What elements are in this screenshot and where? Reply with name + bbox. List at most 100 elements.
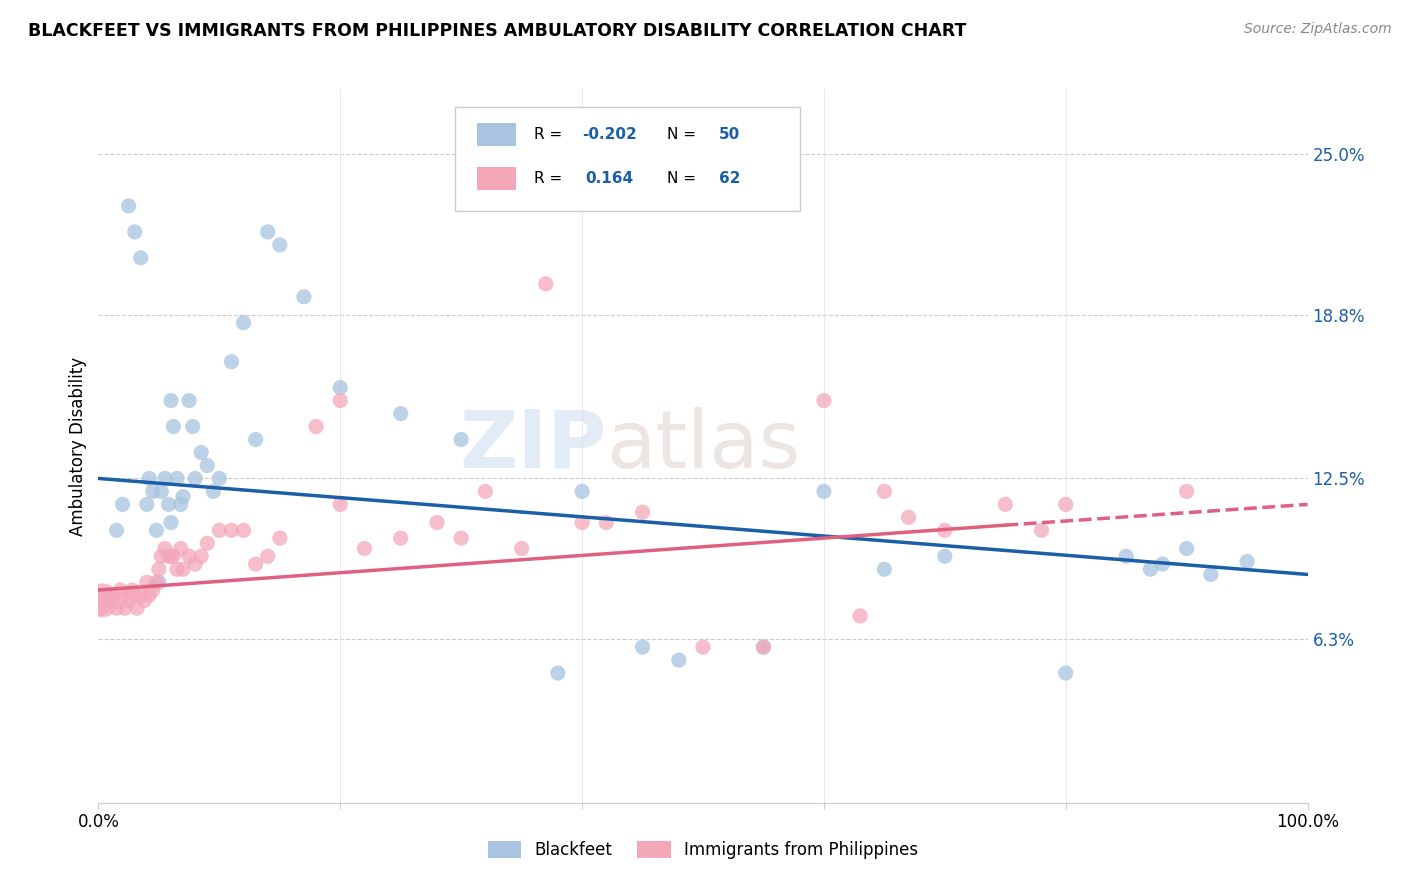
Point [329,393,352,408]
Point [135,497,157,511]
Point [138,588,160,602]
Point [571,484,593,499]
Point [595,516,617,530]
Point [305,419,328,434]
Point [353,541,375,556]
Point [118,593,141,607]
Point [190,445,212,459]
Point [97,593,120,607]
Point [813,484,835,499]
Point [184,471,207,485]
Point [153,471,176,485]
Point [160,393,183,408]
Point [389,531,412,545]
Text: N =: N = [666,171,696,186]
Bar [477,123,516,145]
Point [145,524,167,538]
Point [873,562,896,576]
Point [162,419,184,434]
Legend: Blackfeet, Immigrants from Philippines: Blackfeet, Immigrants from Philippines [481,834,925,866]
Point [172,490,194,504]
Text: ZIP: ZIP [458,407,606,485]
Point [1175,484,1198,499]
Point [142,582,165,597]
Point [934,549,956,564]
Point [142,484,165,499]
Text: Source: ZipAtlas.com: Source: ZipAtlas.com [1244,22,1392,37]
Point [221,524,243,538]
Point [897,510,920,524]
Point [157,549,180,564]
Point [1139,562,1161,576]
Point [93,588,115,602]
Text: R =: R = [534,171,567,186]
Point [91,601,114,615]
Point [692,640,714,654]
Point [1115,549,1137,564]
Point [873,484,896,499]
Point [160,549,183,564]
Point [1236,554,1258,568]
Point [145,575,167,590]
Point [256,549,278,564]
Point [160,516,183,530]
Text: BLACKFEET VS IMMIGRANTS FROM PHILIPPINES AMBULATORY DISABILITY CORRELATION CHART: BLACKFEET VS IMMIGRANTS FROM PHILIPPINES… [28,22,966,40]
Point [474,484,496,499]
Point [329,497,352,511]
Text: N =: N = [666,127,696,142]
Point [389,407,412,421]
Point [1152,557,1174,571]
Point [1031,524,1053,538]
Bar [477,167,516,190]
Point [111,497,134,511]
Point [752,640,775,654]
Point [1054,497,1077,511]
Point [118,199,141,213]
Point [813,393,835,408]
Point [752,640,775,654]
Point [127,601,149,615]
Point [179,549,201,564]
Point [510,541,533,556]
Point [256,225,278,239]
Point [129,251,152,265]
Point [153,541,176,556]
Point [148,562,170,576]
Text: 0.164: 0.164 [586,171,634,186]
Point [208,524,231,538]
Point [179,393,201,408]
Point [114,601,136,615]
Text: -0.202: -0.202 [582,127,637,142]
Point [450,433,472,447]
Point [1175,541,1198,556]
Point [124,225,146,239]
Point [221,354,243,368]
Point [534,277,557,291]
Point [1199,567,1222,582]
Point [668,653,690,667]
Point [108,582,131,597]
Point [232,316,254,330]
Point [166,562,188,576]
Point [450,531,472,545]
Point [100,593,122,607]
Point [571,516,593,530]
Point [105,601,128,615]
Point [181,419,204,434]
Point [190,549,212,564]
Point [269,531,291,545]
Point [172,562,194,576]
Point [269,238,291,252]
Point [91,593,114,607]
Point [849,609,872,624]
Point [124,588,146,602]
Point [101,588,124,602]
Point [134,593,156,607]
Point [292,290,315,304]
Point [105,524,128,538]
Text: 50: 50 [718,127,740,142]
Point [195,458,218,473]
Point [1054,666,1077,681]
Y-axis label: Ambulatory Disability: Ambulatory Disability [69,357,87,535]
Point [631,505,654,519]
